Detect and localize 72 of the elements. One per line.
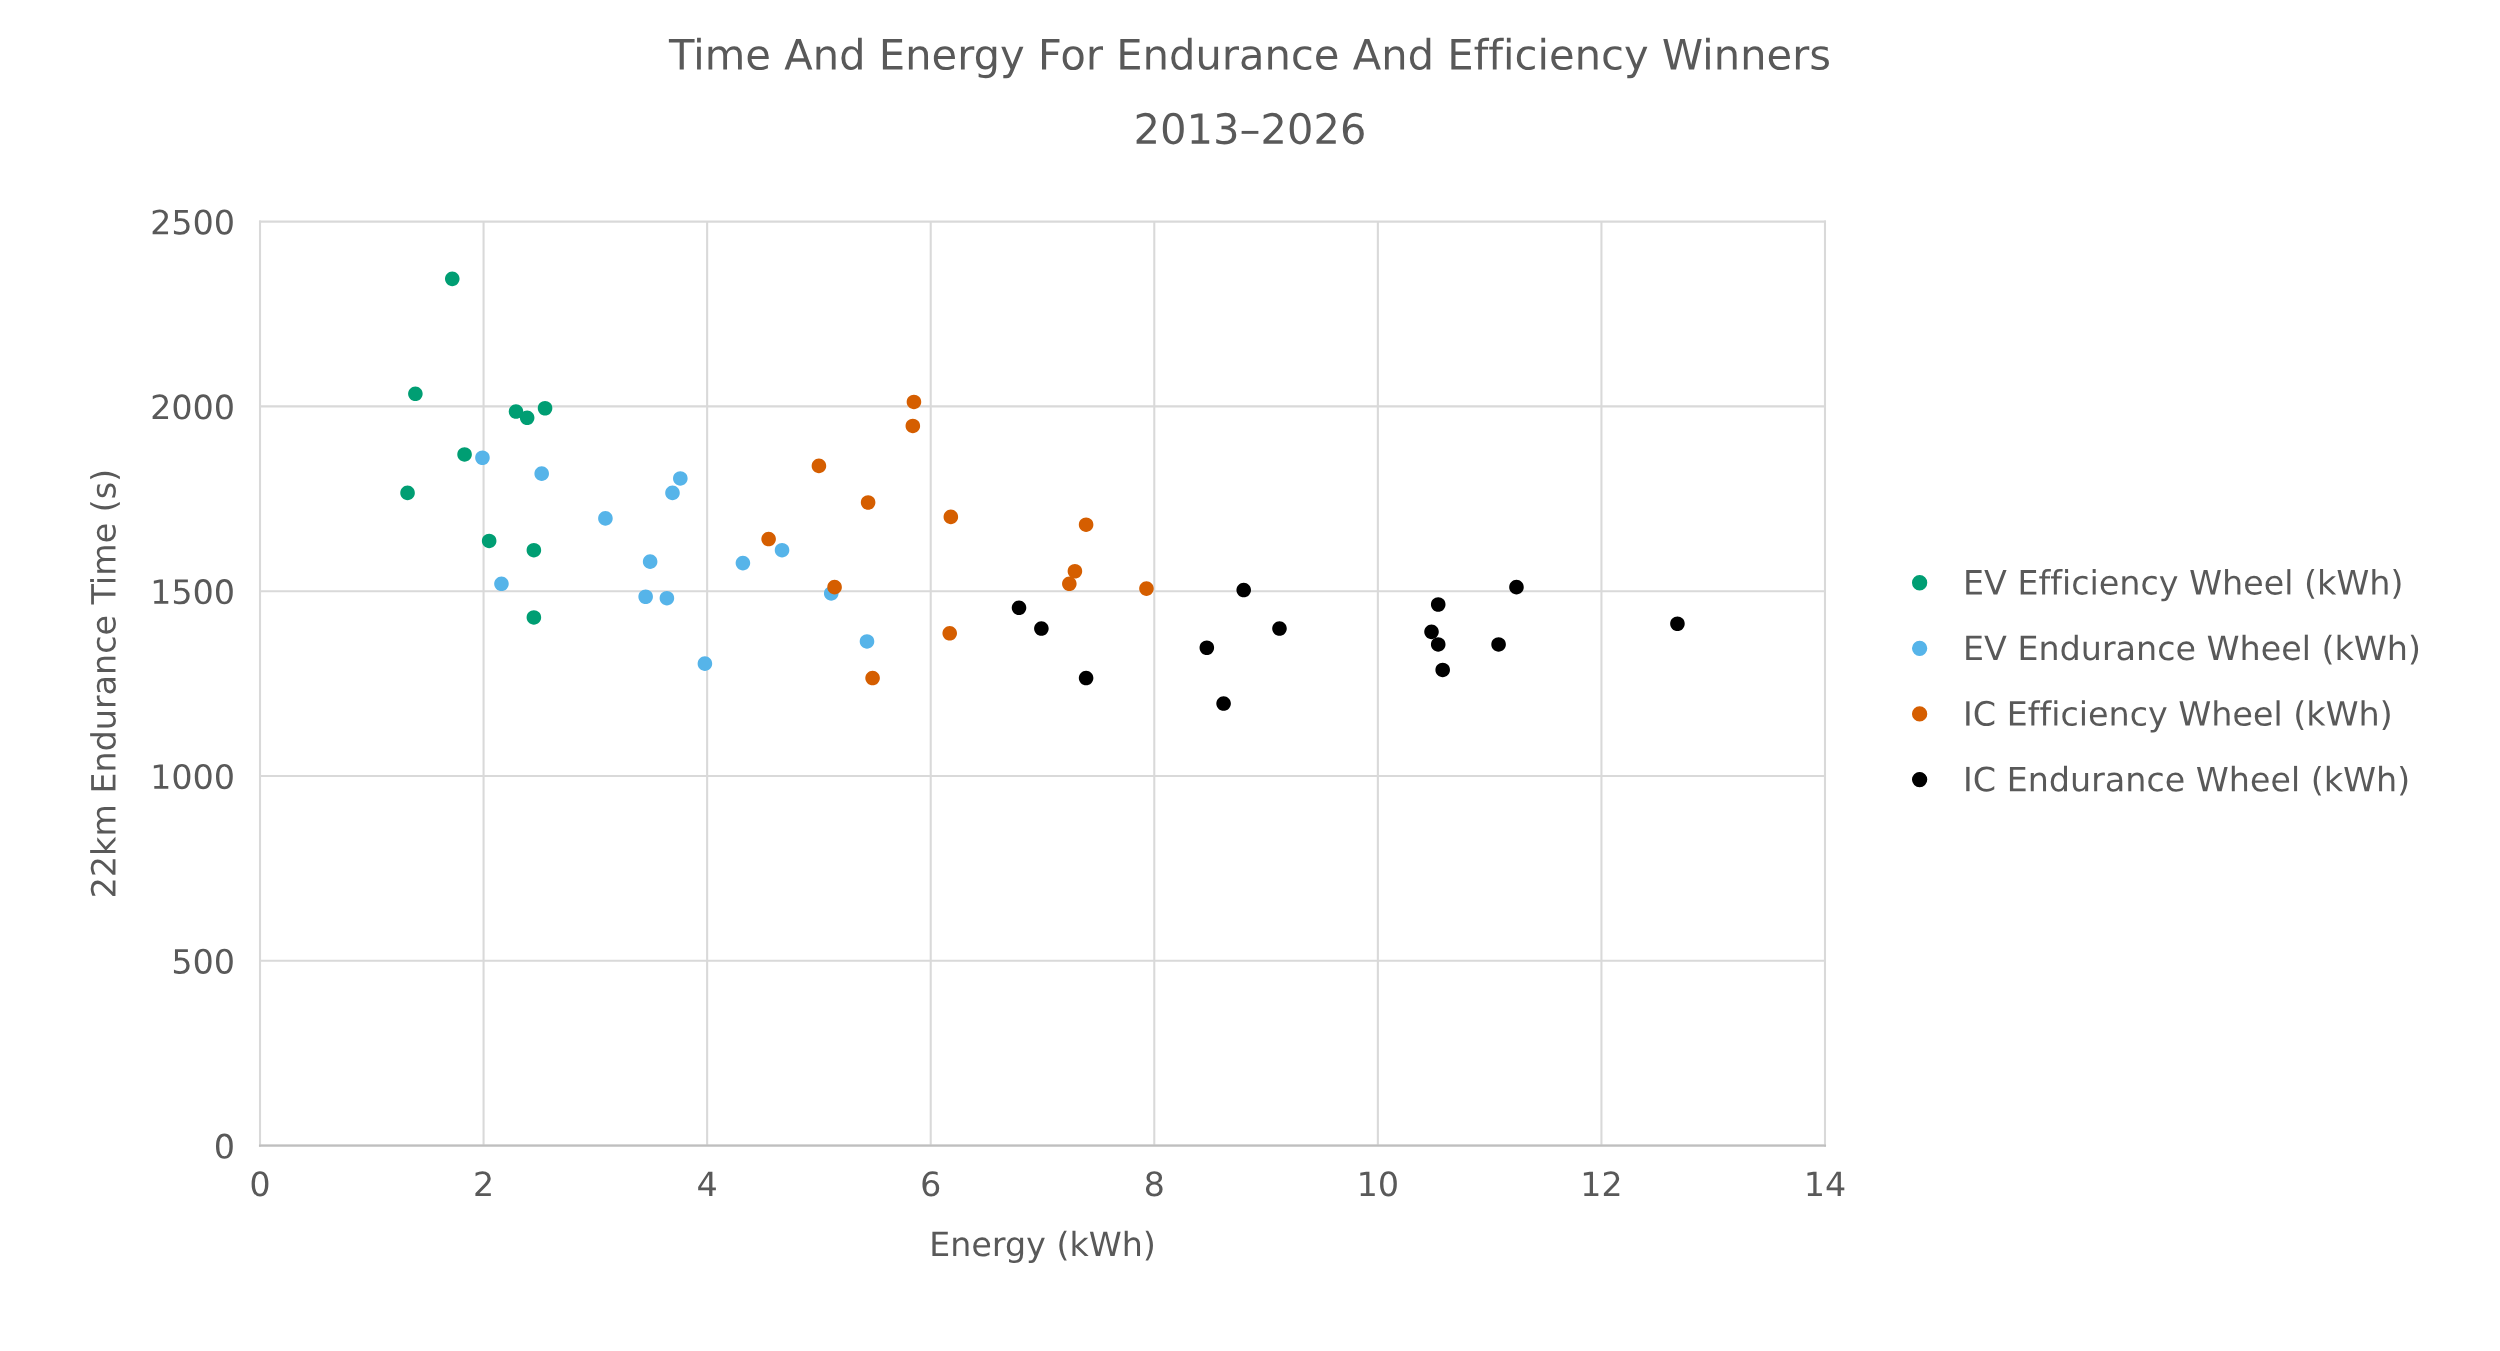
point xyxy=(519,410,535,426)
point xyxy=(1139,581,1154,596)
point xyxy=(659,590,675,606)
point xyxy=(642,554,658,569)
point xyxy=(1034,621,1049,636)
legend-label: IC Efficiency Wheel (kWh) xyxy=(1966,700,2390,733)
chart-subtitle: 2013–2026 xyxy=(1136,112,1364,145)
chart-title: Time And Energy For Endurance And Efficiency Winners xyxy=(668,37,1829,79)
x-tick-label: 6 xyxy=(922,1171,940,1197)
y-axis-title: 22km Endurance Time (s) xyxy=(90,471,120,896)
point xyxy=(408,386,423,402)
point xyxy=(906,394,922,410)
point xyxy=(1216,696,1231,711)
point xyxy=(638,589,653,605)
point xyxy=(534,466,549,481)
point xyxy=(942,626,957,641)
point xyxy=(1670,616,1685,632)
point xyxy=(735,555,751,571)
point xyxy=(697,656,713,671)
x-tick-label: 4 xyxy=(698,1171,716,1196)
point xyxy=(508,404,524,419)
point xyxy=(1424,624,1439,640)
x-tick-label: 10 xyxy=(1360,1171,1397,1197)
point xyxy=(1199,640,1215,656)
y-tick-label: 2000 xyxy=(152,394,233,420)
legend-label: EV Endurance Wheel (kWh) xyxy=(1966,634,2419,665)
y-tick-label: 2500 xyxy=(152,209,233,235)
point xyxy=(1272,621,1287,636)
point xyxy=(400,485,415,501)
point xyxy=(494,576,509,592)
x-tick-label: 2 xyxy=(475,1171,491,1196)
y-tick-label: 1000 xyxy=(153,763,233,790)
point xyxy=(1430,597,1446,612)
point xyxy=(905,418,921,434)
point xyxy=(537,400,553,416)
point xyxy=(1509,579,1524,595)
point xyxy=(827,579,842,595)
y-tick-label: 500 xyxy=(173,948,233,974)
point xyxy=(1435,662,1450,678)
y-tick-label: 1500 xyxy=(153,579,233,605)
point xyxy=(481,533,497,549)
point xyxy=(665,485,680,501)
point xyxy=(774,542,790,558)
point xyxy=(1078,670,1094,686)
x-axis-title: Energy (kWh) xyxy=(932,1230,1153,1263)
x-tick-label: 14 xyxy=(1807,1171,1845,1196)
point xyxy=(526,610,542,625)
point xyxy=(598,511,613,526)
point xyxy=(673,471,688,486)
point xyxy=(1067,563,1083,579)
point xyxy=(475,450,490,466)
point xyxy=(526,542,542,558)
point xyxy=(811,458,827,474)
point xyxy=(761,531,776,547)
x-tick-label: 8 xyxy=(1145,1171,1163,1197)
point xyxy=(860,495,876,510)
point xyxy=(457,447,472,462)
x-tick-label: 0 xyxy=(251,1171,269,1197)
y-tick-label: 0 xyxy=(215,1133,233,1159)
point xyxy=(1430,637,1446,652)
legend-label: IC Endurance Wheel (kWh) xyxy=(1966,765,2408,796)
point xyxy=(943,509,959,525)
point xyxy=(1011,600,1027,616)
legend-label: EV Efficiency Wheel (kWh) xyxy=(1966,569,2401,602)
point xyxy=(1078,517,1094,532)
point xyxy=(1062,576,1077,592)
point xyxy=(865,670,880,686)
point xyxy=(859,634,875,649)
point xyxy=(444,271,460,287)
point xyxy=(1236,582,1251,598)
point xyxy=(1491,637,1506,652)
x-tick-label: 12 xyxy=(1583,1171,1620,1196)
